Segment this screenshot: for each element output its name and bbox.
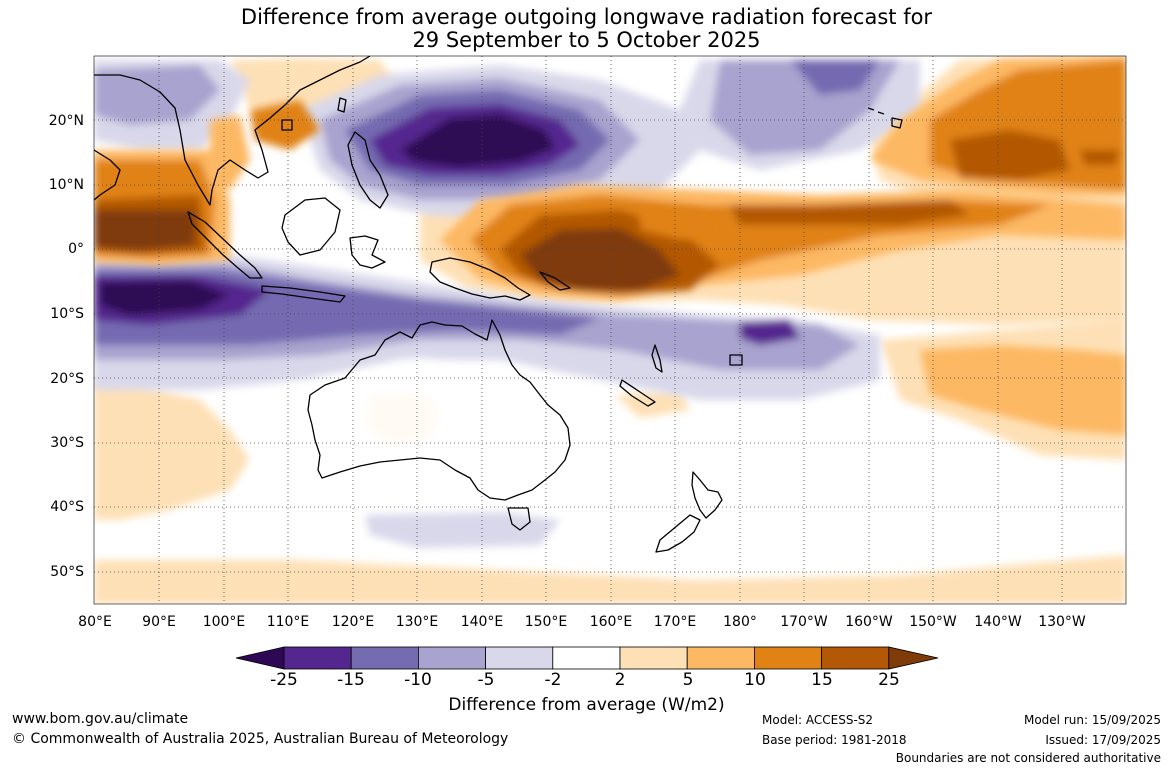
- anomaly-field: [94, 56, 1126, 604]
- asia-mainland-coastline: [94, 56, 371, 206]
- lon-label-140w: 140°W: [974, 614, 1022, 630]
- colorbar-swatch: [552, 646, 621, 670]
- model-run-date: Model run: 15/09/2025: [1023, 713, 1161, 727]
- hainan-coastline: [281, 119, 293, 131]
- colorbar-tick-label: 15: [811, 670, 833, 690]
- issued-date: Issued: 17/09/2025: [1045, 733, 1161, 747]
- new-caledonia-coastline: [619, 379, 656, 407]
- colorbar-tick-label: -5: [477, 670, 495, 690]
- lon-label-130e: 130°E: [395, 614, 439, 630]
- lon-label-140e: 140°E: [460, 614, 504, 630]
- lon-label-170w: 170°W: [780, 614, 828, 630]
- colorbar-swatch: [283, 646, 352, 670]
- sumatra-coastline: [187, 211, 263, 279]
- colorbar-swatch: [686, 646, 755, 670]
- lon-label-100e: 100°E: [202, 614, 246, 630]
- lat-label-0: 0°: [68, 241, 84, 257]
- boundaries-disclaimer: Boundaries are not considered authoritat…: [895, 751, 1161, 765]
- lon-label-150e: 150°E: [524, 614, 568, 630]
- lon-label-90e: 90°E: [142, 614, 176, 630]
- new-zealand-south-coastline: [655, 514, 701, 553]
- colorbar-tick-label: -10: [404, 670, 432, 690]
- lon-label-150w: 150°W: [909, 614, 957, 630]
- lon-label-130w: 130°W: [1038, 614, 1086, 630]
- hawaii-coastline: [891, 117, 903, 129]
- colorbar-tick-label: -25: [270, 670, 298, 690]
- colorbar-swatch: [619, 646, 688, 670]
- colorbar-swatch: [485, 646, 554, 670]
- colorbar-swatch: [821, 646, 890, 670]
- australia-coastline: [307, 319, 571, 501]
- lat-label-50s: 50°S: [50, 564, 84, 580]
- map-title-line-2: 29 September to 5 October 2025: [412, 28, 761, 52]
- colorbar-tick-label: -15: [337, 670, 365, 690]
- lat-label-10n: 10°N: [48, 177, 84, 193]
- base-period: Base period: 1981-2018: [762, 733, 907, 747]
- taiwan-coastline: [337, 97, 347, 113]
- lon-label-120e: 120°E: [331, 614, 375, 630]
- lat-label-10s: 10°S: [50, 306, 84, 322]
- colorbar-swatch: [350, 646, 419, 670]
- colorbar-swatch: [417, 646, 486, 670]
- tasmania-coastline: [507, 507, 531, 531]
- colorbar-extend-high: [888, 646, 939, 670]
- philippines-coastline: [347, 131, 389, 209]
- lon-label-160w: 160°W: [845, 614, 893, 630]
- borneo-coastline: [281, 197, 341, 256]
- vanuatu-coastline: [651, 344, 663, 373]
- lon-label-110e: 110°E: [266, 614, 310, 630]
- model-name: Model: ACCESS-S2: [762, 713, 874, 727]
- fiji-coastline: [729, 354, 743, 366]
- java-coastline: [261, 285, 346, 303]
- colorbar-tick-label: 5: [682, 670, 694, 690]
- lon-label-160e: 160°E: [589, 614, 633, 630]
- sulawesi-coastline: [349, 235, 386, 269]
- colorbar-title: Difference from average (W/m2): [448, 695, 725, 715]
- hawaii-islands-coastline: [867, 107, 885, 115]
- copyright-text: © Commonwealth of Australia 2025, Austra…: [12, 731, 509, 747]
- colorbar-tick-label: 2: [614, 670, 626, 690]
- colorbar-swatch: [754, 646, 823, 670]
- colorbar-tick-label: 25: [878, 670, 900, 690]
- lon-label-170e: 170°E: [653, 614, 697, 630]
- new-zealand-north-coastline: [691, 471, 723, 519]
- map-frame: [93, 55, 1127, 605]
- website-link[interactable]: www.bom.gov.au/climate: [12, 711, 189, 727]
- map-title-line-1: Difference from average outgoing longwav…: [240, 5, 933, 29]
- lat-label-20s: 20°S: [50, 371, 84, 387]
- new-guinea-coastline: [429, 257, 531, 301]
- solomon-islands-coastline: [539, 271, 571, 291]
- lat-label-20n: 20°N: [48, 113, 84, 129]
- colorbar-extend-low: [235, 646, 285, 670]
- lat-label-30s: 30°S: [50, 435, 84, 451]
- india-coastline: [94, 149, 121, 201]
- lat-label-40s: 40°S: [50, 499, 84, 515]
- colorbar: [235, 646, 939, 670]
- colorbar-tick-label: -2: [544, 670, 562, 690]
- lon-label-80e: 80°E: [78, 614, 112, 630]
- lon-label-180: 180°: [723, 614, 757, 630]
- colorbar-tick-label: 10: [744, 670, 766, 690]
